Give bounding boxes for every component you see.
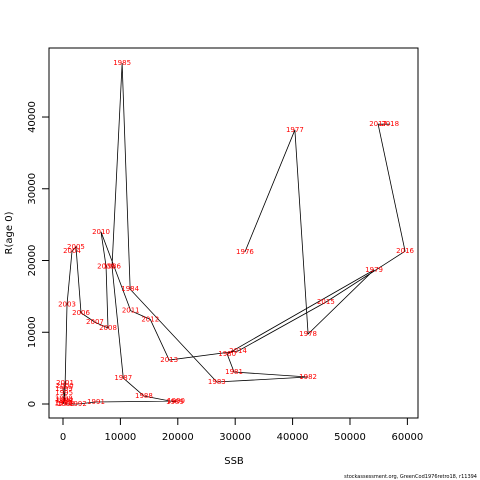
point-label: 1998 [55, 394, 73, 402]
x-tick-label: 10000 [104, 432, 136, 443]
x-tick-label: 40000 [277, 432, 309, 443]
point-label: 1990 [167, 397, 185, 405]
point-label: 2005 [67, 243, 85, 251]
y-axis-label: R(age 0) [4, 211, 15, 254]
point-label: 1987 [114, 374, 132, 382]
point-label: 1992 [69, 400, 87, 408]
point-label: 2018 [381, 120, 399, 128]
trajectory-line [63, 63, 406, 405]
point-label: 2011 [122, 307, 140, 315]
point-label: 2007 [86, 318, 104, 326]
x-tick-label: 30000 [219, 432, 251, 443]
x-tick-label: 20000 [162, 432, 194, 443]
point-label: 1984 [121, 285, 139, 293]
point-label: 1995 [55, 389, 73, 397]
y-tick-label: 40000 [27, 101, 38, 133]
point-label: 1993 [57, 400, 75, 408]
point-label: 1997 [55, 400, 73, 408]
point-label: 2009 [97, 262, 115, 270]
point-label: 2017 [369, 120, 387, 128]
point-label: 1983 [208, 378, 226, 386]
x-tick-label: 0 [60, 432, 66, 443]
point-label: 2000 [56, 382, 74, 390]
point-label: 1996 [55, 399, 73, 407]
point-label: 2003 [58, 300, 76, 308]
point-label: 2016 [396, 247, 414, 255]
point-label: 1988 [135, 392, 153, 400]
point-label: 1976 [236, 248, 254, 256]
point-label: 1982 [299, 373, 317, 381]
point-label: 1986 [103, 262, 121, 270]
point-label: 1981 [225, 368, 243, 376]
point-label: 1978 [299, 330, 317, 338]
point-label: 1999 [55, 385, 73, 393]
point-label: 2008 [99, 324, 117, 332]
x-axis-label: SSB [224, 456, 244, 467]
y-tick-label: 30000 [27, 173, 38, 205]
x-tick-label: 60000 [391, 432, 423, 443]
point-label: 1991 [87, 398, 105, 406]
footnote: stockassessment.org, GreenCod1976retro18… [344, 474, 477, 480]
point-label: 2012 [141, 315, 159, 323]
point-label: 1994 [55, 396, 73, 404]
point-label: 1979 [365, 266, 383, 274]
point-label: 1980 [218, 350, 236, 358]
point-label: 2002 [56, 396, 74, 404]
x-tick-label: 50000 [334, 432, 366, 443]
y-tick-label: 20000 [27, 245, 38, 277]
point-label: 1977 [286, 126, 304, 134]
point-label: 2010 [92, 228, 110, 236]
y-tick-label: 0 [27, 401, 38, 407]
point-label: 2013 [160, 356, 178, 364]
point-label: 2014 [229, 347, 247, 355]
point-label: 1985 [113, 59, 131, 67]
point-label: 2015 [317, 298, 335, 306]
point-label: 1989 [166, 398, 184, 406]
point-label: 2006 [72, 309, 90, 317]
point-label: 2001 [56, 379, 74, 387]
y-tick-label: 10000 [27, 316, 38, 348]
point-label: 2004 [63, 247, 81, 255]
